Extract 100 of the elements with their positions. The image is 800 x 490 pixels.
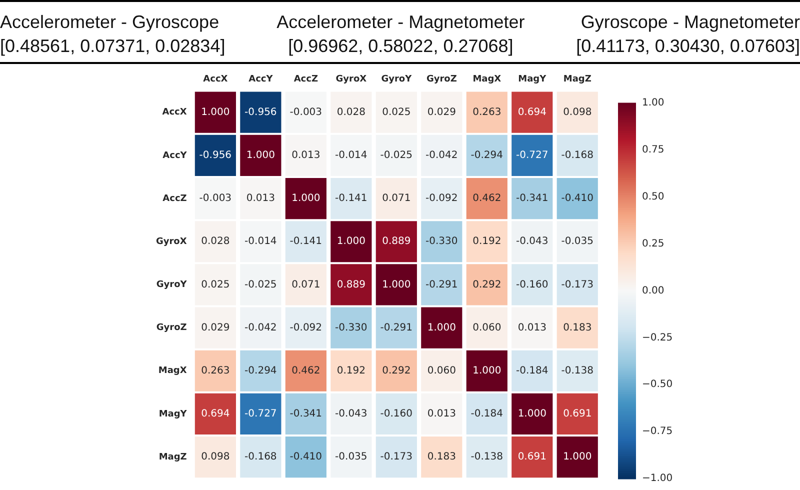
- data-label: 0.060: [427, 365, 456, 376]
- data-label: 0.025: [201, 279, 230, 290]
- y-tick-label: AccY: [162, 150, 188, 161]
- y-tick-label: MagZ: [158, 452, 188, 462]
- data-label: -0.184: [516, 365, 548, 376]
- x-tick-label: GyroY: [381, 74, 412, 85]
- data-label: -0.410: [561, 193, 594, 204]
- data-label: -0.294: [470, 150, 504, 162]
- data-label: -0.042: [426, 150, 458, 162]
- color-bar-label: −0.75: [642, 426, 673, 438]
- data-label: 0.071: [292, 279, 320, 290]
- data-label: 1.000: [563, 452, 592, 463]
- data-label: 0.029: [201, 322, 230, 334]
- data-label: 0.183: [427, 452, 456, 463]
- data-label: -0.956: [199, 150, 232, 162]
- data-label: 0.462: [472, 193, 502, 204]
- text: [0.41173, 0.30430, 0.07603]: [576, 35, 800, 58]
- data-label: 0.462: [292, 365, 320, 376]
- color-bar-label: 0.25: [642, 238, 664, 250]
- data-label: 1.000: [292, 193, 320, 204]
- data-label: -0.160: [380, 408, 413, 420]
- data-label: 1.000: [427, 322, 456, 334]
- data-label: 0.192: [472, 236, 502, 248]
- data-label: 0.694: [201, 408, 230, 420]
- data-label: -0.291: [426, 279, 458, 290]
- text: Accelerometer - Magnetometer: [276, 11, 525, 34]
- data-label: 1.000: [518, 408, 546, 420]
- data-label: 1.000: [382, 279, 411, 290]
- data-label: -0.141: [335, 193, 368, 204]
- data-label: 0.028: [201, 236, 230, 248]
- data-label: 0.029: [427, 106, 456, 118]
- data-label: 1.000: [472, 365, 502, 376]
- data-label: -0.341: [290, 408, 322, 420]
- text: [0.48561, 0.07371, 0.02834]: [0, 35, 226, 58]
- data-label: -0.092: [290, 322, 322, 334]
- data-label: 0.889: [336, 279, 366, 290]
- color-bar-label: 0.75: [642, 144, 664, 156]
- data-label: 0.292: [472, 279, 502, 290]
- data-label: 0.013: [518, 322, 546, 334]
- data-label: 1.000: [246, 150, 275, 162]
- x-tick-label: AccY: [248, 74, 274, 85]
- data-label: -0.330: [335, 322, 368, 334]
- data-label: -0.014: [244, 236, 277, 248]
- data-label: -0.025: [380, 150, 413, 162]
- data-label: -0.025: [244, 279, 277, 290]
- data-label: 0.263: [472, 106, 502, 118]
- y-tick-label: AccZ: [162, 194, 188, 204]
- data-label: -0.003: [290, 106, 322, 118]
- data-label: -0.956: [244, 106, 277, 118]
- data-label: 0.060: [472, 322, 502, 334]
- data-label: 0.691: [518, 452, 546, 463]
- color-bar-label: 0.50: [642, 191, 664, 202]
- data-label: 0.025: [382, 106, 411, 118]
- data-label: -0.173: [561, 279, 594, 290]
- data-label: -0.294: [244, 365, 277, 376]
- x-tick-label: MagX: [472, 74, 502, 85]
- x-tick-label: MagY: [518, 74, 547, 85]
- data-label: -0.035: [335, 452, 368, 463]
- data-label: 0.192: [336, 365, 366, 376]
- data-label: -0.291: [380, 322, 413, 334]
- data-label: -0.341: [516, 193, 548, 204]
- x-tick-label: AccX: [203, 74, 228, 85]
- color-bar-label: 0.00: [642, 285, 664, 296]
- data-label: -0.138: [470, 452, 504, 463]
- color-bar-label: −0.50: [642, 379, 673, 390]
- data-label: 0.292: [382, 365, 411, 376]
- x-tick-label: AccZ: [294, 74, 318, 85]
- color-bar-label: −1.00: [642, 473, 673, 484]
- y-tick-label: MagX: [158, 366, 187, 376]
- data-label: -0.727: [244, 408, 277, 420]
- data-label: 0.098: [563, 106, 592, 118]
- x-tick-label: GyroX: [336, 74, 367, 85]
- data-label: -0.092: [426, 193, 458, 204]
- data-label: 0.263: [201, 365, 230, 376]
- data-label: 1.000: [201, 106, 230, 118]
- data-label: 0.098: [201, 452, 230, 463]
- text: [0.96962, 0.58022, 0.27068]: [287, 35, 514, 58]
- data-label: -0.173: [380, 452, 413, 463]
- data-label: -0.168: [561, 150, 594, 162]
- color-bar-label: −0.25: [642, 332, 673, 344]
- data-label: -0.141: [290, 236, 322, 248]
- y-tick-label: GyroZ: [156, 323, 188, 334]
- data-label: 1.000: [336, 236, 366, 248]
- data-label: -0.035: [561, 236, 594, 248]
- data-label: 0.691: [563, 408, 592, 420]
- text: Accelerometer - Gyroscope: [0, 11, 220, 34]
- y-tick-label: GyroY: [156, 280, 188, 290]
- data-label: -0.043: [335, 408, 368, 420]
- data-label: 0.013: [246, 193, 275, 204]
- data-label: -0.138: [561, 365, 594, 376]
- data-label: -0.042: [244, 322, 277, 334]
- data-label: 0.013: [292, 150, 320, 162]
- data-label: -0.410: [290, 452, 322, 463]
- data-label: 0.694: [518, 106, 546, 118]
- y-tick-label: GyroX: [156, 236, 187, 247]
- data-label: -0.168: [244, 452, 277, 463]
- data-label: 0.071: [382, 193, 411, 204]
- data-label: -0.003: [199, 193, 232, 204]
- x-tick-label: MagZ: [563, 74, 592, 85]
- data-label: 0.013: [427, 408, 456, 420]
